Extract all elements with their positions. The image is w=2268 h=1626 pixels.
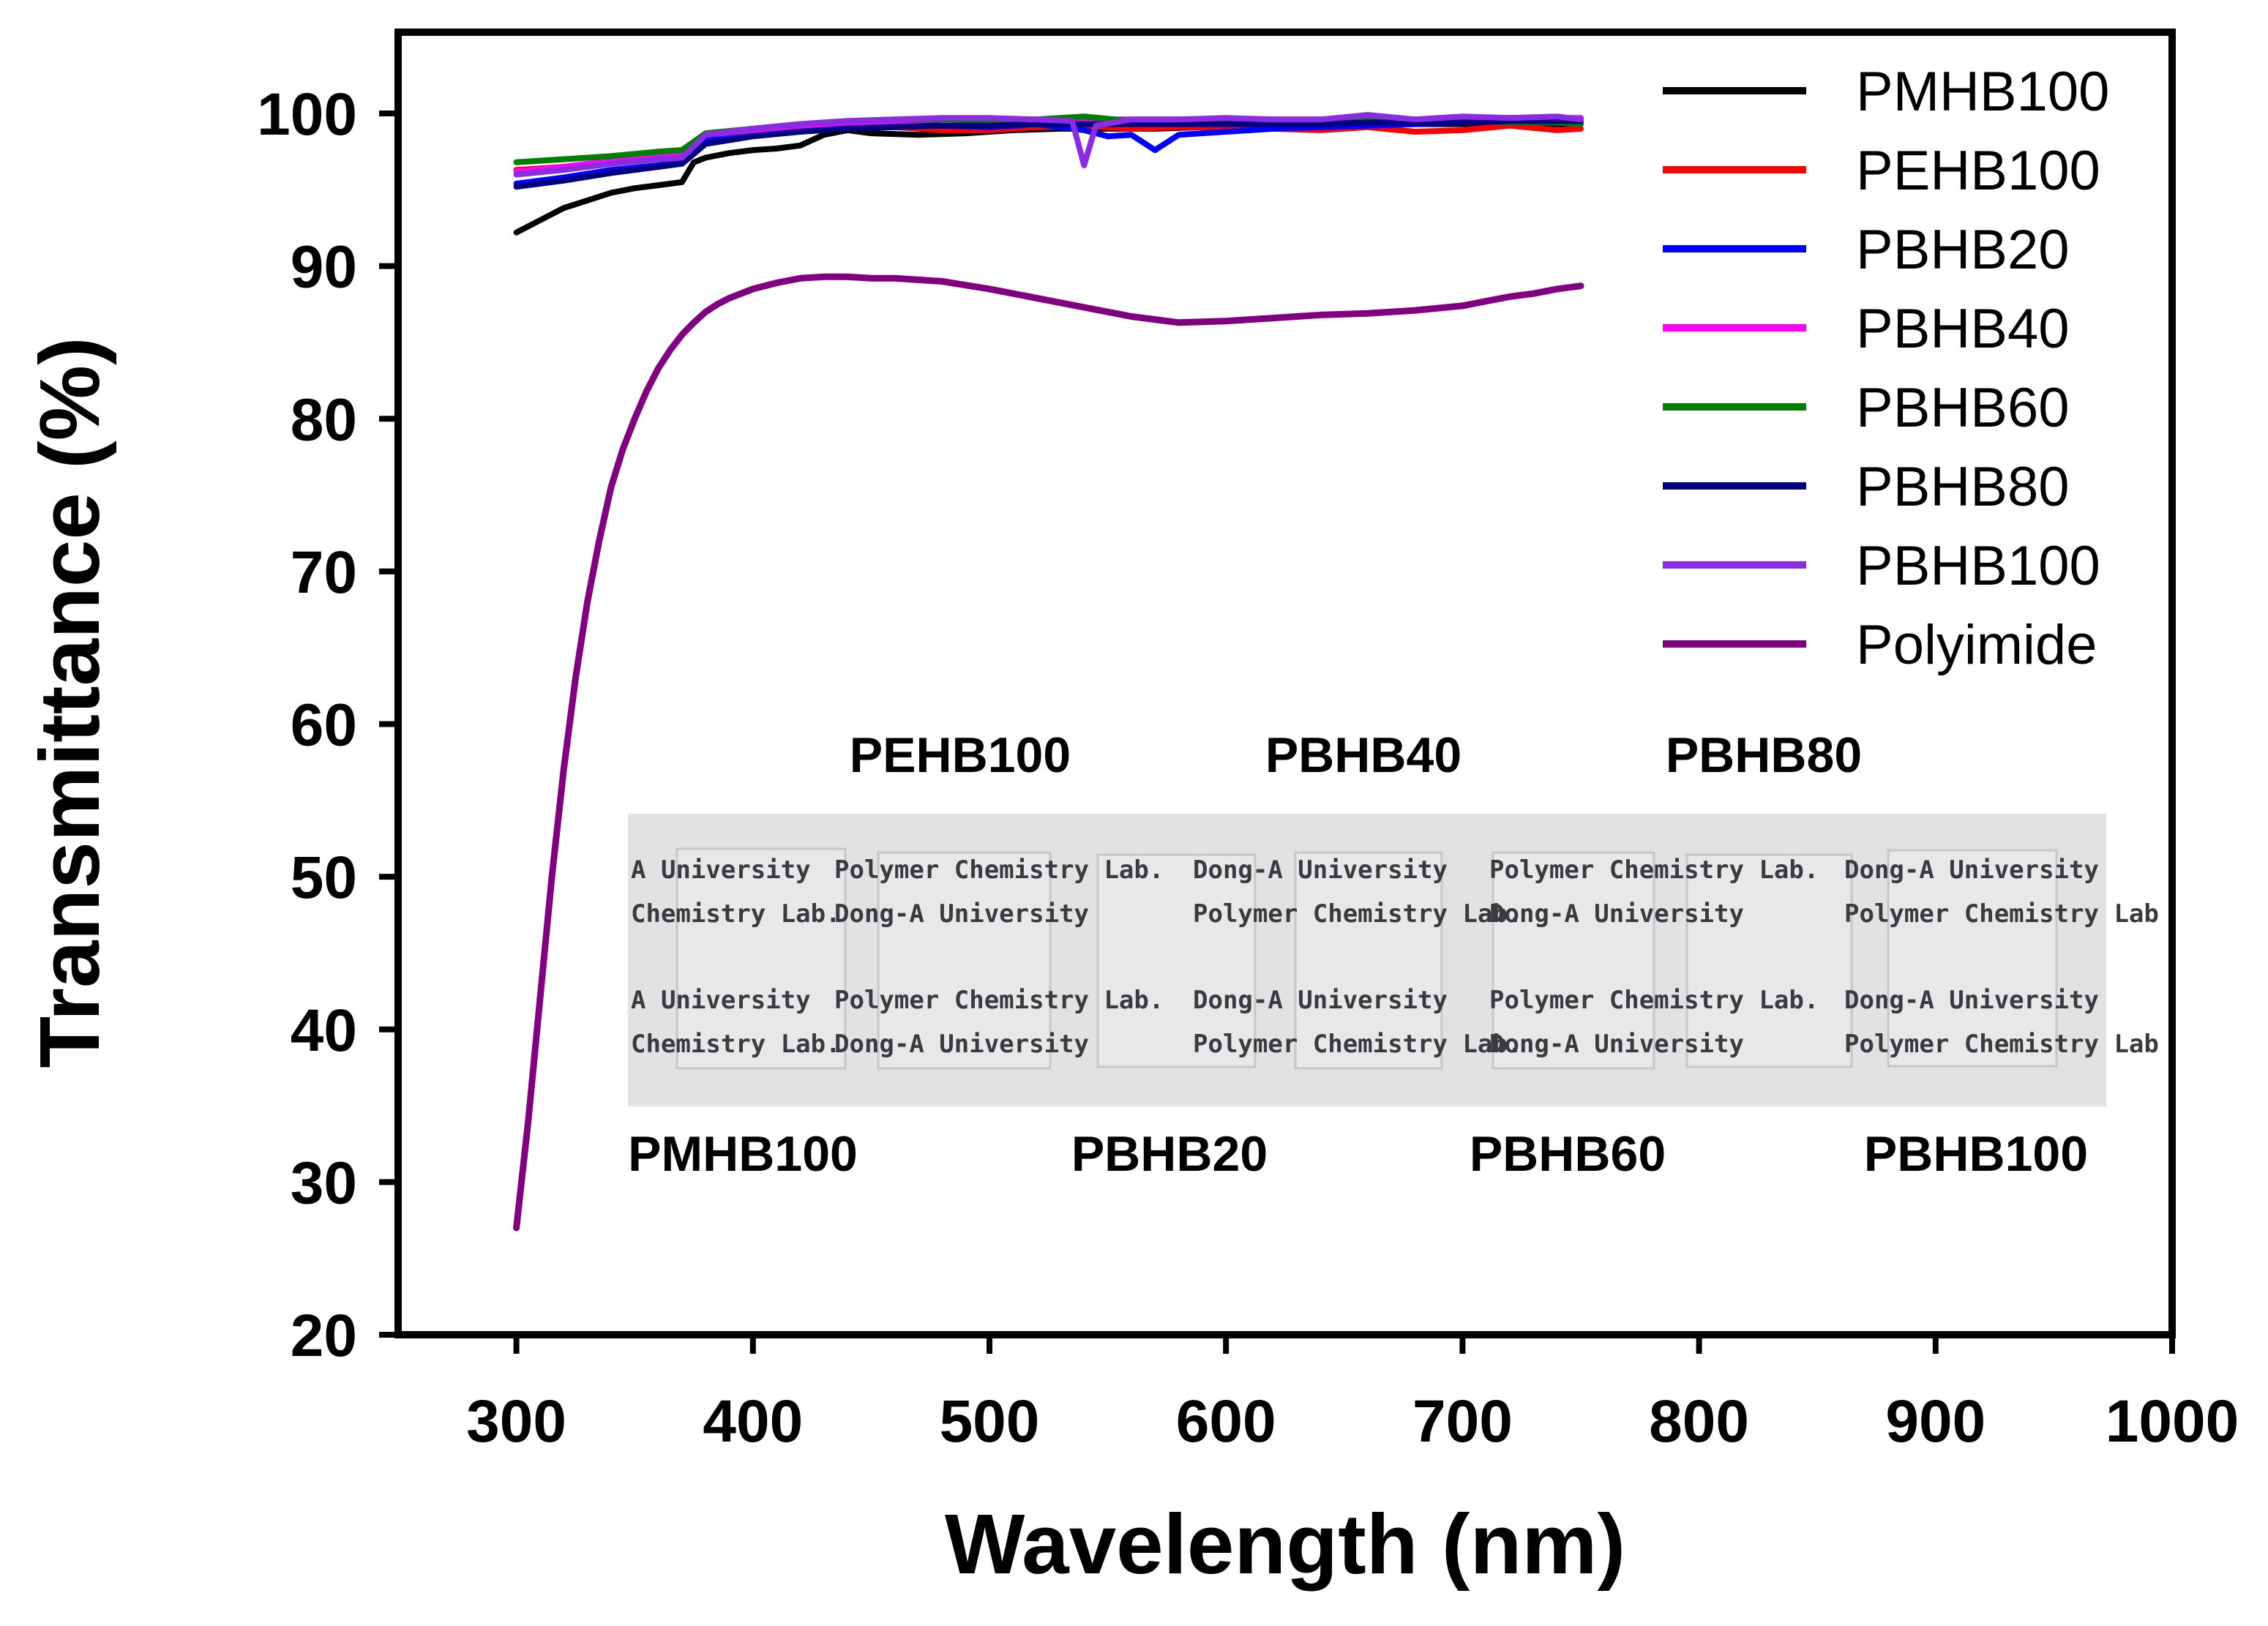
series-line-polyimide [513,273,1584,1232]
film-samples [675,847,2058,1070]
photo-text-line: Polymer Chemistry Lab. [834,855,1164,885]
photo-text-line: A University [631,855,811,885]
photo-background-text: A University Polymer Chemistry Lab. Dong-A… [631,855,2159,1059]
x-tick-label: 800 [1649,1388,1749,1455]
y-tick-label: 80 [291,386,357,453]
x-tick-label: 600 [1176,1388,1276,1455]
photo-text-line: Chemistry Lab. [631,899,841,929]
legend-label: PBHB40 [1856,298,2070,360]
photo-text-line: Polymer Chemistry Lab. [834,986,1164,1015]
photo-text-line: Dong-A University [1844,855,2099,885]
series-line-pmhb100 [513,121,1584,236]
film-sample [675,847,847,1070]
y-tick-label: 20 [291,1303,357,1369]
y-tick-label: 30 [291,1150,357,1216]
x-axis-ticks: 300 400 500 600 700 800 900 1000 [466,1335,2239,1455]
y-tick-label: 70 [291,539,357,606]
photo-text-line: Dong-A University [1193,986,1448,1015]
inset-sample-labels: PEHB100 PBHB40 PBHB80 PMHB100 PBHB20 PBHB60 PB… [628,727,2088,1182]
y-tick-label: 90 [291,234,357,301]
y-axis-title: Transmittance (%) [22,337,117,1068]
data-series [513,112,1584,1232]
inset-film-photo: A University Polymer Chemistry Lab. Dong-A… [628,727,2159,1182]
x-tick-label: 300 [466,1388,566,1455]
inset-label-top: PEHB100 [850,727,1071,783]
photo-text-line: Dong-A University [1489,899,1744,929]
y-tick-label: 60 [291,692,357,759]
y-tick-label: 100 [257,81,357,148]
film-sample [1685,853,1853,1068]
photo-text-line: Polymer Chemistry Lab [1844,1030,2159,1059]
legend: PMHB100 PEHB100 PBHB20 PBHB40 PBHB60 PBHB80 PB… [1663,61,2109,676]
x-tick-label: 900 [1885,1388,1986,1455]
film-sample [1294,851,1443,1070]
film-sample [1887,849,2058,1068]
film-sample [877,851,1052,1070]
inset-label-top: PBHB80 [1666,727,1862,783]
legend-label: Polyimide [1856,614,2097,676]
photo-text-line: Polymer Chemistry Lab. [1193,1030,1522,1059]
photo-text-line: Dong-A University [1193,855,1448,885]
photo-text-line: Polymer Chemistry Lab. [1489,855,1819,885]
y-axis-ticks: 20 30 40 50 60 70 80 90 100 [257,81,398,1369]
photo-text-line: A University [631,986,811,1015]
legend-label: PMHB100 [1856,61,2109,123]
x-tick-label: 400 [703,1388,803,1455]
inset-label-bottom: PBHB20 [1071,1126,1268,1182]
legend-label: PBHB60 [1856,377,2070,439]
legend-label: PBHB100 [1856,535,2100,597]
photo-text-line: Polymer Chemistry Lab [1844,899,2159,929]
photo-text-line: Dong-A University [1844,986,2099,1015]
y-tick-label: 40 [291,997,357,1064]
inset-label-bottom: PBHB60 [1470,1126,1666,1182]
photo-text-line: Dong-A University [1489,1030,1744,1059]
inset-label-bottom: PMHB100 [628,1126,858,1182]
x-tick-label: 700 [1412,1388,1513,1455]
series-line-pbhb100 [513,112,1584,178]
x-tick-label: 500 [940,1388,1040,1455]
inset-label-bottom: PBHB100 [1864,1126,2088,1182]
photo-text-line: Polymer Chemistry Lab. [1489,986,1819,1015]
plot-frame [394,29,2176,1338]
photo-text-line: Polymer Chemistry Lab. [1193,899,1522,929]
x-tick-label: 1000 [2106,1388,2239,1455]
photo-text-line: Dong-A University [834,1030,1089,1059]
film-sample [1096,853,1257,1068]
photo-text-line: Chemistry Lab. [631,1030,841,1059]
y-tick-label: 50 [291,844,357,911]
x-axis-title: Wavelength (nm) [945,1496,1625,1592]
legend-label: PBHB80 [1856,456,2070,518]
inset-label-top: PBHB40 [1265,727,1462,783]
legend-label: PEHB100 [1856,140,2100,202]
photo-text-line: Dong-A University [834,899,1089,929]
legend-label: PBHB20 [1856,219,2070,281]
film-sample [1492,851,1655,1070]
series-line-pbhb80 [513,118,1584,190]
